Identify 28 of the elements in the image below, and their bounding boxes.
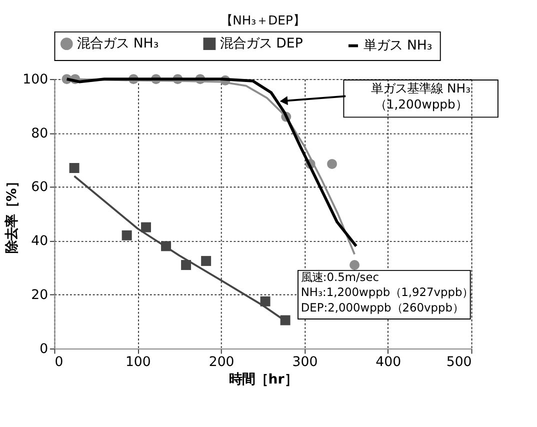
- point: [327, 158, 338, 169]
- y-tick-label: 40: [31, 234, 48, 250]
- chart-title: 【NH₃＋DEP】: [220, 13, 305, 28]
- x-tick-label: 500: [446, 355, 472, 370]
- point: [201, 256, 212, 266]
- point: [350, 260, 360, 270]
- y-tick-label: 0: [40, 342, 48, 357]
- point: [141, 222, 152, 232]
- x-tick-label: 0: [54, 355, 64, 370]
- legend-label: 単ガス NH₃: [364, 38, 432, 54]
- legend-label: 混合ガス DEP: [220, 36, 303, 52]
- legend-label: 混合ガス NH₃: [77, 36, 159, 52]
- annotation: 風速:0.5m/sec NH₃:1,200wppb（1,927vppb） DEP:2,000wppb（260vppb）: [300, 270, 474, 314]
- y-tick-label: 80: [31, 126, 48, 142]
- point: [181, 260, 192, 270]
- y-tick-label: 20: [31, 288, 48, 303]
- x-tick-label: 200: [208, 355, 234, 370]
- x-tick-label: 100: [125, 355, 151, 370]
- x-tick-label: 300: [292, 355, 318, 370]
- point: [122, 230, 132, 240]
- x-axis-title: 時間［hr］: [229, 372, 298, 388]
- point: [69, 163, 80, 173]
- y-tick-label: 60: [31, 180, 48, 196]
- y-tick-label: 100: [22, 72, 48, 88]
- annotation: 単ガス基準線 NH₃ （1,200wppb）: [371, 81, 471, 112]
- y-axis-title: 除去率［%］: [4, 175, 20, 254]
- point: [260, 296, 270, 306]
- x-tick-label: 400: [376, 355, 402, 370]
